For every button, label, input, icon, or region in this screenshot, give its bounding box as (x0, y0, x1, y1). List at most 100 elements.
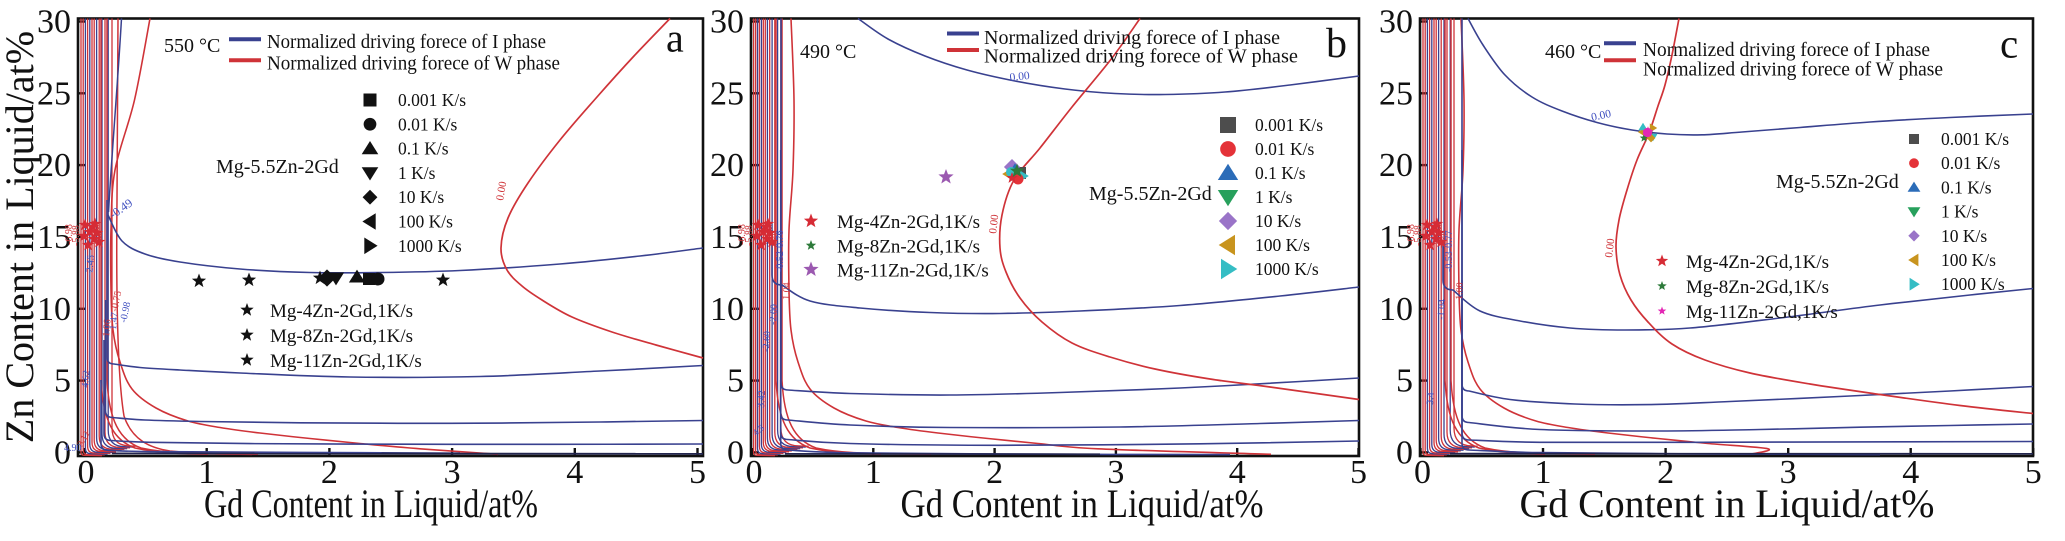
svg-text:Normalized driving forece of I: Normalized driving forece of I phase (1643, 40, 1930, 61)
svg-text:490 °C: 490 °C (800, 41, 856, 63)
svg-text:2: 2 (986, 454, 1003, 491)
svg-text:0.01 K/s: 0.01 K/s (1255, 139, 1315, 159)
svg-text:5: 5 (1350, 454, 1367, 491)
svg-text:Mg-8Zn-2Gd,1K/s: Mg-8Zn-2Gd,1K/s (1686, 277, 1829, 298)
svg-text:Mg-11Zn-2Gd,1K/s: Mg-11Zn-2Gd,1K/s (837, 261, 989, 282)
svg-text:100 K/s: 100 K/s (398, 212, 453, 232)
svg-text:3.4: 3.4 (1425, 392, 1437, 405)
svg-text:1: 1 (198, 454, 215, 491)
svg-text:0.1 K/s: 0.1 K/s (398, 139, 449, 159)
svg-text:0.001 K/s: 0.001 K/s (1255, 115, 1323, 135)
svg-text:Normalized driving forece of W: Normalized driving forece of W phase (984, 47, 1298, 68)
svg-text:0.1 K/s: 0.1 K/s (1941, 177, 1992, 197)
svg-text:4: 4 (1229, 454, 1246, 491)
svg-text:0: 0 (727, 434, 744, 471)
svg-text:-0.98: -0.98 (118, 301, 133, 324)
svg-text:0.00: 0.00 (1009, 70, 1031, 84)
svg-text:0.001 K/s: 0.001 K/s (398, 90, 466, 110)
svg-text:-2.60: -2.60 (761, 331, 773, 352)
svg-text:-5.88: -5.88 (1413, 225, 1424, 246)
svg-text:15: 15 (710, 219, 744, 256)
svg-text:0: 0 (1414, 454, 1431, 491)
svg-text:Mg-4Zn-2Gd,1K/s: Mg-4Zn-2Gd,1K/s (270, 301, 413, 322)
svg-text:4: 4 (1902, 454, 1919, 491)
svg-text:-3.1: -3.1 (1436, 232, 1447, 248)
svg-text:4: 4 (566, 454, 583, 491)
svg-text:30: 30 (37, 3, 71, 40)
svg-text:5: 5 (689, 454, 706, 491)
svg-text:Zn Content in Liquid/at%: Zn Content in Liquid/at% (0, 31, 42, 443)
svg-text:Mg-4Zn-2Gd,1K/s: Mg-4Zn-2Gd,1K/s (837, 212, 980, 233)
svg-text:Normalized driving forece of I: Normalized driving forece of I phase (984, 28, 1280, 49)
svg-text:1000 K/s: 1000 K/s (1255, 259, 1319, 279)
svg-text:0.00: 0.00 (1590, 108, 1612, 124)
svg-text:-6.98: -6.98 (1406, 224, 1417, 245)
svg-text:Gd Content in Liquid/at%: Gd Content in Liquid/at% (204, 481, 538, 526)
svg-text:Mg-11Zn-2Gd,1K/s: Mg-11Zn-2Gd,1K/s (270, 351, 422, 372)
svg-text:1: 1 (1535, 454, 1552, 491)
svg-text:10 K/s: 10 K/s (1941, 226, 1987, 246)
svg-text:b: b (1326, 21, 1347, 67)
svg-text:0.00: 0.00 (1603, 237, 1617, 258)
svg-text:0: 0 (78, 454, 95, 491)
svg-text:Mg-5.5Zn-2Gd: Mg-5.5Zn-2Gd (1089, 183, 1212, 205)
svg-text:25: 25 (710, 75, 744, 112)
svg-text:460 °C: 460 °C (1545, 41, 1601, 63)
svg-text:Gd Content in Liquid/at%: Gd Content in Liquid/at% (901, 481, 1264, 526)
svg-text:10 K/s: 10 K/s (1255, 211, 1301, 231)
svg-text:20: 20 (1379, 147, 1413, 184)
svg-text:-0.53-0.77: -0.53-0.77 (1444, 230, 1455, 272)
svg-text:10: 10 (1379, 291, 1413, 328)
svg-text:5: 5 (2025, 454, 2042, 491)
svg-text:2: 2 (321, 454, 338, 491)
svg-text:0.00: 0.00 (987, 213, 1001, 234)
svg-text:3: 3 (1780, 454, 1797, 491)
svg-text:4.90: 4.90 (64, 443, 82, 454)
svg-text:1000 K/s: 1000 K/s (1941, 274, 2005, 294)
svg-text:Gd Content in Liquid/at%: Gd Content in Liquid/at% (1520, 481, 1935, 526)
svg-text:3: 3 (444, 454, 461, 491)
svg-text:-6.98: -6.98 (737, 224, 748, 245)
svg-text:Mg-8Zn-2Gd,1K/s: Mg-8Zn-2Gd,1K/s (837, 237, 980, 258)
svg-text:-5.88: -5.88 (744, 225, 755, 246)
svg-text:1 K/s: 1 K/s (398, 163, 436, 183)
svg-text:Mg-11Zn-2Gd,1K/s: Mg-11Zn-2Gd,1K/s (1686, 302, 1838, 323)
svg-text:Mg-4Zn-2Gd,1K/s: Mg-4Zn-2Gd,1K/s (1686, 252, 1829, 273)
svg-text:1 K/s: 1 K/s (1255, 187, 1293, 207)
svg-text:10: 10 (37, 291, 71, 328)
svg-text:0: 0 (54, 434, 71, 471)
svg-text:25: 25 (1379, 75, 1413, 112)
svg-text:Mg-5.5Zn-2Gd: Mg-5.5Zn-2Gd (216, 156, 339, 178)
svg-text:10 K/s: 10 K/s (398, 187, 444, 207)
svg-text:20: 20 (710, 147, 744, 184)
svg-text:1.04: 1.04 (781, 282, 793, 300)
svg-text:0.01 K/s: 0.01 K/s (398, 114, 458, 134)
svg-text:-3.1: -3.1 (94, 232, 105, 248)
svg-text:-0.52-0.76: -0.52-0.76 (775, 230, 786, 272)
svg-text:1.06: 1.06 (101, 319, 113, 337)
svg-text:0: 0 (1396, 434, 1413, 471)
svg-text:-2.45: -2.45 (84, 254, 97, 276)
svg-text:5: 5 (54, 363, 71, 400)
svg-text:2: 2 (1657, 454, 1674, 491)
svg-text:-6.98: -6.98 (64, 224, 75, 245)
svg-text:30: 30 (1379, 3, 1413, 40)
svg-text:1 K/s: 1 K/s (1941, 202, 1979, 222)
svg-text:5: 5 (1396, 363, 1413, 400)
svg-text:15: 15 (37, 219, 71, 256)
svg-text:Mg-8Zn-2Gd,1K/s: Mg-8Zn-2Gd,1K/s (270, 326, 413, 347)
svg-text:Mg-5.5Zn-2Gd: Mg-5.5Zn-2Gd (1776, 171, 1899, 193)
svg-text:1.00: 1.00 (1454, 282, 1466, 300)
svg-text:5: 5 (727, 363, 744, 400)
svg-text:Normalized driving forece of W: Normalized driving forece of W phase (267, 54, 560, 75)
svg-text:15: 15 (1379, 219, 1413, 256)
svg-text:4.62: 4.62 (80, 370, 92, 388)
svg-text:100 K/s: 100 K/s (1255, 235, 1310, 255)
svg-text:-1.04: -1.04 (1436, 299, 1448, 320)
svg-text:3.42: 3.42 (756, 390, 768, 408)
svg-text:0.01 K/s: 0.01 K/s (1941, 153, 2001, 173)
svg-text:10: 10 (710, 291, 744, 328)
svg-text:1: 1 (865, 454, 882, 491)
svg-text:a: a (666, 16, 684, 61)
svg-text:25: 25 (37, 75, 71, 112)
